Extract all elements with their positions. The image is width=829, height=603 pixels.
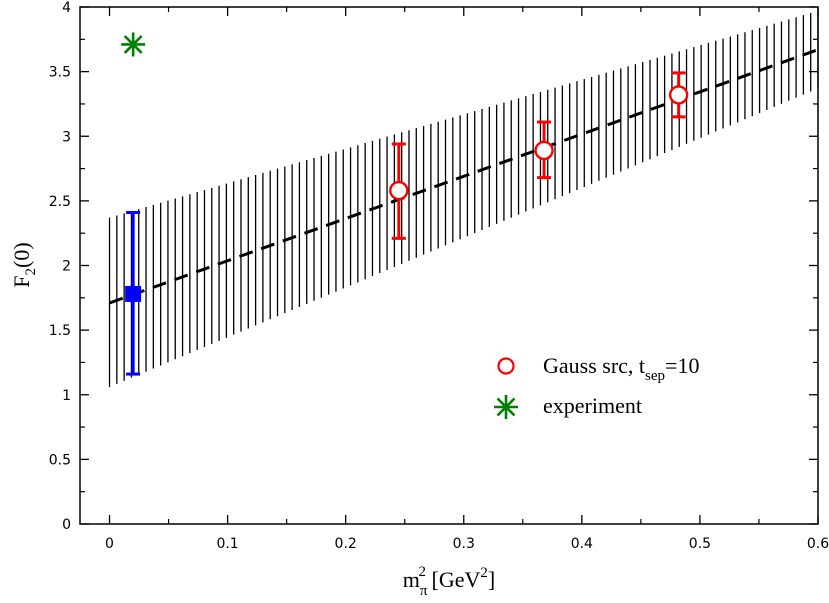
legend-label-experiment: experiment [543, 393, 642, 418]
y-tick-label: 0 [62, 517, 71, 533]
y-tick-label: 1 [62, 388, 71, 404]
error-band [108, 10, 819, 387]
x-axis-title: mπ2 [GeV2] [403, 564, 495, 599]
data-point-circle [668, 85, 689, 105]
y-axis-title: F2(0) [9, 242, 39, 287]
legend-marker-circle [497, 357, 515, 375]
y-tick-label: 1.5 [49, 323, 71, 339]
data-point-square [125, 285, 142, 302]
y-tick-label: 2 [62, 259, 71, 275]
x-tick-label: 0.4 [571, 536, 593, 552]
y-tick-label: 2.5 [49, 194, 71, 210]
y-tick-label: 3.5 [49, 65, 71, 81]
legend-star-shape [494, 395, 518, 419]
x-tick-label: 0 [105, 536, 114, 552]
star-ray [123, 35, 143, 54]
data-point-circle [389, 180, 409, 201]
data-point-star [121, 32, 146, 57]
y-tick-label: 0.5 [49, 452, 71, 468]
fit-line [109, 48, 819, 305]
y-tick-label: 3 [62, 129, 71, 145]
plot-frame [79, 6, 819, 525]
star-ray [496, 397, 516, 417]
axis-ticks: 0 0.1 0.2 0.3 0.4 0.5 0.6 0 0.5 1 1.5 2 2.5 3 3.5 4 [49, 0, 829, 552]
x-tick-label: 0.6 [807, 536, 829, 552]
legend-label-gauss: Gauss src, tsep=10 [543, 353, 699, 384]
x-tick-label: 0.5 [689, 536, 711, 552]
x-tick-label: 0.3 [453, 536, 475, 552]
legend-entry-gauss: Gauss src, tsep=10 [497, 353, 699, 384]
y-tick-label: 4 [62, 0, 71, 16]
x-tick-label: 0.2 [335, 536, 357, 552]
data-marks [121, 32, 689, 376]
data-point-circle [534, 140, 554, 161]
legend-marker-star [494, 395, 518, 419]
legend-entry-experiment: experiment [494, 393, 642, 419]
legend: Gauss src, tsep=10 experiment [494, 353, 699, 419]
x-tick-label: 0.1 [216, 536, 238, 552]
